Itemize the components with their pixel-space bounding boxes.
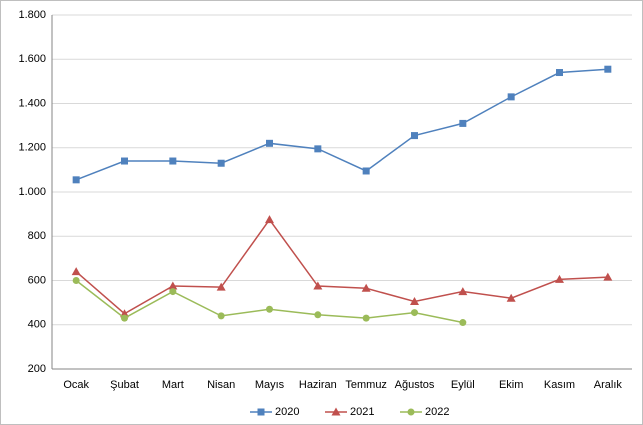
- legend-label: 2020: [275, 406, 299, 418]
- data-point: [556, 69, 563, 77]
- legend-label: 2021: [350, 406, 374, 418]
- data-point: [120, 309, 129, 318]
- data-point: [506, 293, 516, 302]
- data-point: [217, 159, 225, 167]
- data-point: [411, 309, 418, 317]
- series-line: [75, 68, 608, 181]
- data-point: [507, 93, 515, 101]
- data-point: [168, 281, 178, 290]
- y-tick-label: 1.000: [18, 186, 46, 198]
- x-tick-label: Ocak: [63, 379, 89, 391]
- data-point: [362, 314, 370, 322]
- data-point: [169, 288, 177, 296]
- x-tick-label: Kasım: [544, 379, 575, 391]
- data-point: [459, 119, 467, 127]
- y-tick-label: 200: [28, 363, 46, 375]
- series-line: [75, 218, 608, 315]
- data-point: [603, 272, 613, 281]
- x-tick-label: Nisan: [207, 379, 235, 391]
- x-tick-label: Ekim: [499, 379, 523, 391]
- x-tick-label: Aralık: [594, 379, 623, 391]
- legend-label: 2022: [425, 406, 449, 418]
- x-tick-label: Eylül: [451, 379, 475, 391]
- data-point: [604, 65, 612, 73]
- y-tick-label: 800: [28, 230, 46, 242]
- data-point: [121, 157, 128, 165]
- data-point: [459, 319, 467, 327]
- data-point: [362, 167, 370, 175]
- y-tick-label: 1.400: [18, 97, 46, 109]
- data-point: [314, 145, 322, 153]
- x-tick-label: Temmuz: [345, 379, 387, 391]
- data-point: [314, 311, 322, 319]
- data-point: [313, 281, 323, 290]
- x-tick-label: Şubat: [110, 379, 139, 391]
- data-point: [169, 157, 177, 165]
- data-point: [71, 267, 81, 276]
- data-point: [217, 312, 225, 320]
- data-point: [266, 139, 273, 147]
- y-tick-label: 1.200: [18, 142, 46, 154]
- data-point: [555, 274, 564, 283]
- legend-marker: [331, 407, 341, 416]
- data-point: [72, 277, 80, 284]
- data-point: [458, 287, 468, 296]
- x-tick-label: Ağustos: [395, 379, 435, 391]
- legend-marker: [257, 408, 265, 416]
- y-tick-label: 400: [28, 319, 46, 331]
- data-point: [361, 283, 371, 292]
- data-point: [266, 305, 273, 313]
- data-point: [265, 215, 274, 224]
- legend-marker: [407, 408, 415, 416]
- data-point: [121, 314, 128, 322]
- x-tick-label: Mayıs: [255, 379, 285, 391]
- data-point: [411, 132, 418, 140]
- x-tick-label: Mart: [162, 379, 184, 391]
- y-tick-label: 1.800: [18, 9, 46, 21]
- x-tick-label: Haziran: [299, 379, 337, 391]
- data-point: [410, 297, 419, 306]
- data-point: [216, 282, 226, 291]
- y-tick-label: 1.600: [18, 53, 46, 65]
- data-point: [72, 176, 80, 184]
- y-tick-label: 600: [28, 274, 46, 286]
